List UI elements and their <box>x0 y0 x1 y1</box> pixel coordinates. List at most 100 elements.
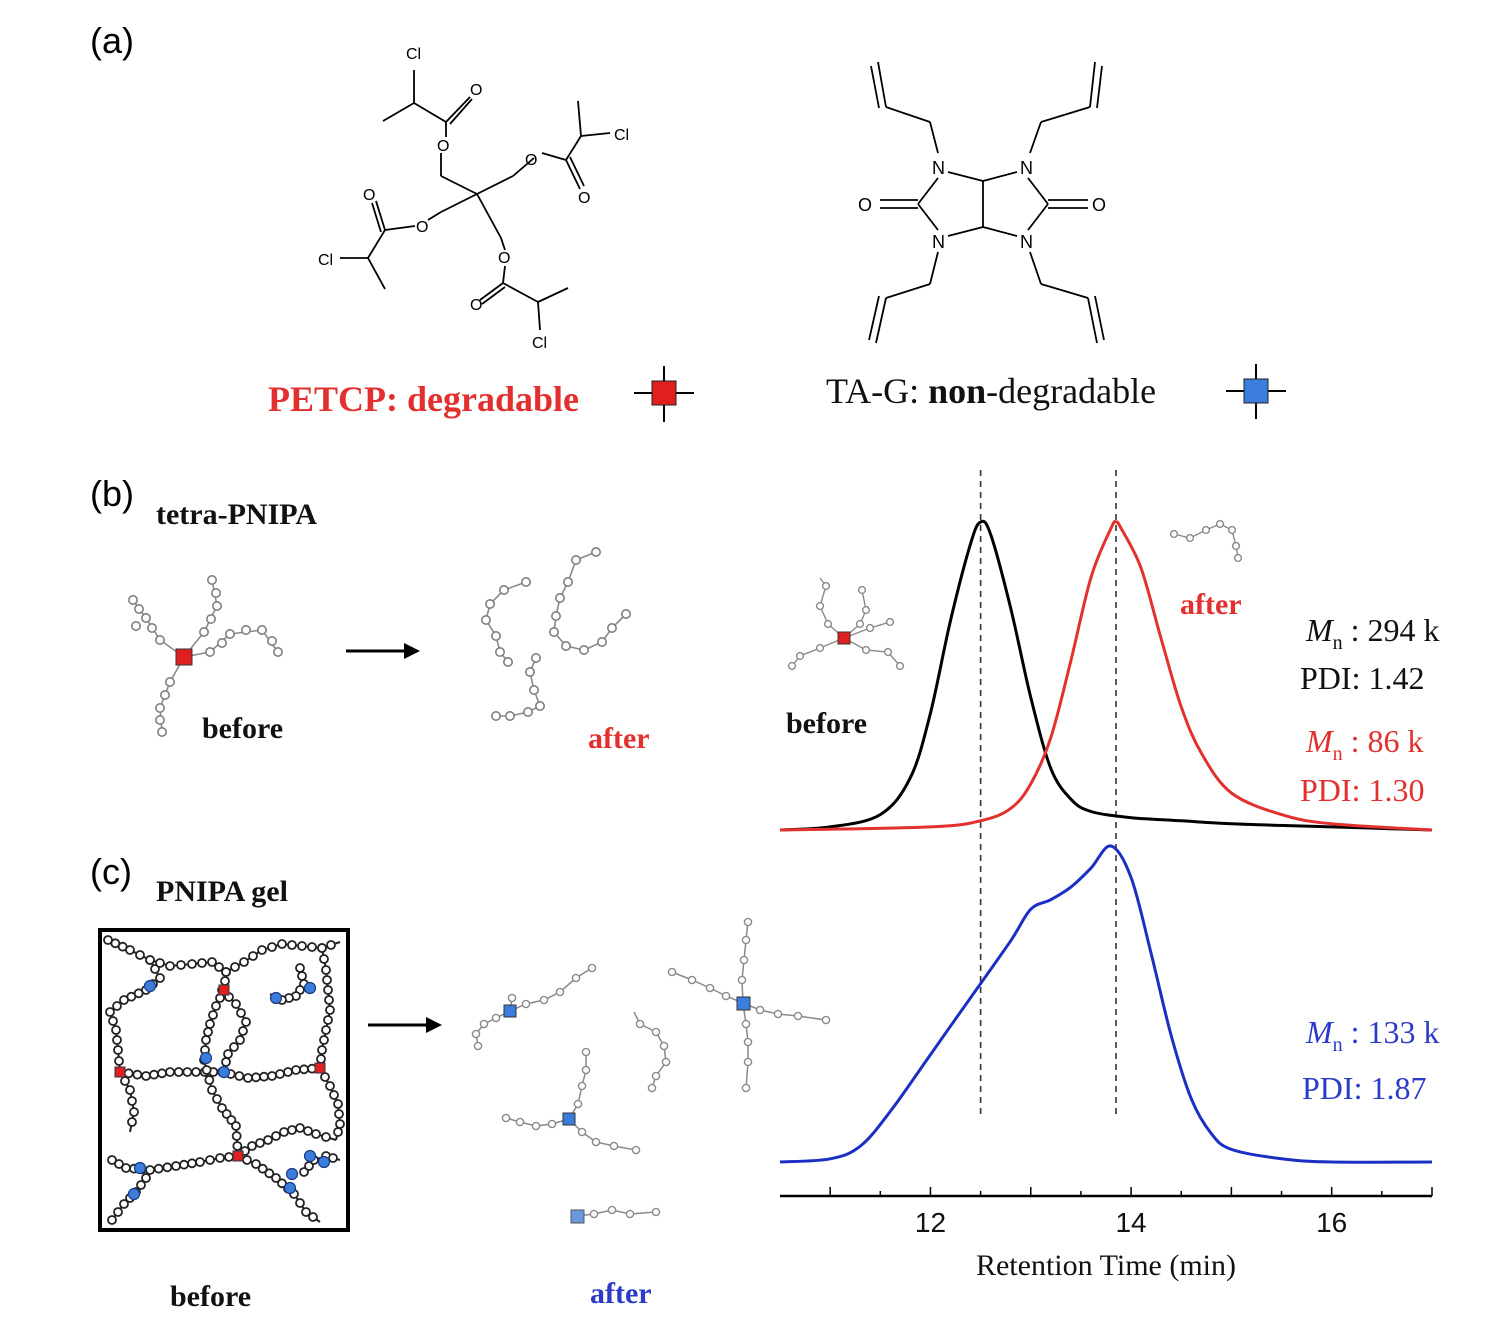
gel-bead <box>297 941 307 951</box>
gel-bead <box>251 1072 261 1083</box>
gel-bead <box>271 1131 281 1141</box>
gel-node-blue <box>283 1181 297 1195</box>
gel-bead <box>220 976 230 986</box>
gel-bead <box>307 942 317 952</box>
fragment-bead <box>521 999 531 1009</box>
reference-lines <box>979 470 1117 1118</box>
gel-bead <box>231 1121 241 1131</box>
gel-bead <box>229 1042 239 1052</box>
gel-bead <box>135 950 145 960</box>
fragment-bead <box>647 1083 657 1093</box>
fragment-bead <box>661 1057 671 1067</box>
fragment-bead <box>479 1019 489 1029</box>
gel-bead <box>333 1099 343 1109</box>
atom-label: Cl <box>532 335 547 352</box>
gel-bead <box>257 945 267 955</box>
gpc-chain-icon <box>1169 519 1243 563</box>
gel-bead <box>187 959 197 969</box>
fragment-bead <box>473 1041 483 1051</box>
mn-symbol: M <box>1305 723 1335 759</box>
gel-bead <box>165 1067 175 1077</box>
fragment-bead <box>705 983 715 993</box>
gel-bead <box>295 1123 305 1133</box>
series-line-black <box>779 519 1433 832</box>
gel-bead <box>297 971 307 981</box>
gel-bead <box>208 1010 218 1020</box>
fragment-bead <box>609 1141 619 1151</box>
fragment-bead <box>573 1099 583 1109</box>
fragment-bead <box>659 1041 669 1051</box>
gel-bead <box>287 940 297 950</box>
gel-bead <box>129 1107 139 1117</box>
gel-bead <box>335 1119 345 1129</box>
gel-bead <box>153 1163 164 1174</box>
red-mn-annotation: Mn : 86 k <box>1305 723 1424 765</box>
gel-bead <box>231 1131 242 1141</box>
gel-after-label: after <box>590 1277 652 1310</box>
gel-bead <box>320 1072 330 1082</box>
gel-bead <box>243 1073 253 1083</box>
gpc-before-label: before <box>786 707 867 740</box>
gel-bead <box>295 1198 305 1208</box>
gel-bead <box>251 1159 261 1169</box>
gel-bead <box>238 1026 248 1036</box>
fragment-bead <box>687 975 697 985</box>
tag-bold-word: non <box>928 371 986 411</box>
series-line-blue <box>779 844 1433 1164</box>
gel-bead <box>107 1215 117 1225</box>
fragment-bead <box>547 1119 557 1129</box>
gel-bead <box>121 1163 131 1173</box>
gel-bead <box>162 1162 173 1173</box>
gel-node-blue <box>317 1155 331 1169</box>
atom-label: O <box>578 190 590 207</box>
gel-bead <box>321 1025 331 1035</box>
atom-label: O <box>858 195 872 215</box>
gel-bead <box>329 1090 339 1100</box>
panel-label-c: (c) <box>90 851 132 892</box>
fragment-bead <box>651 1027 661 1037</box>
gel-bead <box>326 940 336 950</box>
petcp-structure <box>340 70 611 331</box>
gel-bead <box>334 1109 344 1119</box>
gel-bead <box>212 1094 222 1104</box>
gel-node-red <box>114 1066 126 1078</box>
gel-bead <box>267 1071 277 1081</box>
gel-bead <box>214 962 224 972</box>
gel-bead <box>230 962 240 972</box>
gel-node-blue <box>217 1065 231 1079</box>
gel-bead <box>145 1165 155 1175</box>
gel-bead <box>236 1008 246 1018</box>
fragment-bead <box>793 1011 803 1021</box>
gel-bead <box>323 985 333 995</box>
fragment-chain <box>576 1209 657 1217</box>
gel-node-blue <box>303 1149 317 1163</box>
gel-bead <box>207 957 217 967</box>
atom-label: O <box>416 219 428 236</box>
tag-structure <box>868 61 1105 344</box>
gel-bead <box>247 1141 257 1151</box>
atom-label: N <box>1020 158 1033 178</box>
gel-bead <box>107 1155 117 1165</box>
gel-bead <box>127 1117 137 1127</box>
tag-colon: : <box>909 371 928 411</box>
gel-bead <box>223 1049 233 1059</box>
gel-bead <box>150 964 160 974</box>
arrow-icon <box>346 643 420 659</box>
fragment-bead <box>625 1209 635 1219</box>
fragment-bead <box>507 993 517 1003</box>
fragment-bead <box>773 1009 783 1019</box>
gel-bead <box>277 939 287 949</box>
gel-bead <box>149 1069 159 1080</box>
gel-bead <box>105 1007 115 1017</box>
gel-node-blue <box>199 1051 213 1065</box>
mn-symbol: M <box>1305 1014 1335 1050</box>
fragment-bead <box>635 1019 645 1029</box>
fragment-bead <box>577 1081 587 1091</box>
tetra-before-label: before <box>202 712 283 745</box>
gel-before-label: before <box>170 1280 251 1313</box>
gel-bead <box>239 957 249 967</box>
blue-mn-annotation: Mn : 133 k <box>1305 1014 1440 1056</box>
atom-label: N <box>932 158 945 178</box>
fragment-bead <box>651 1071 661 1081</box>
